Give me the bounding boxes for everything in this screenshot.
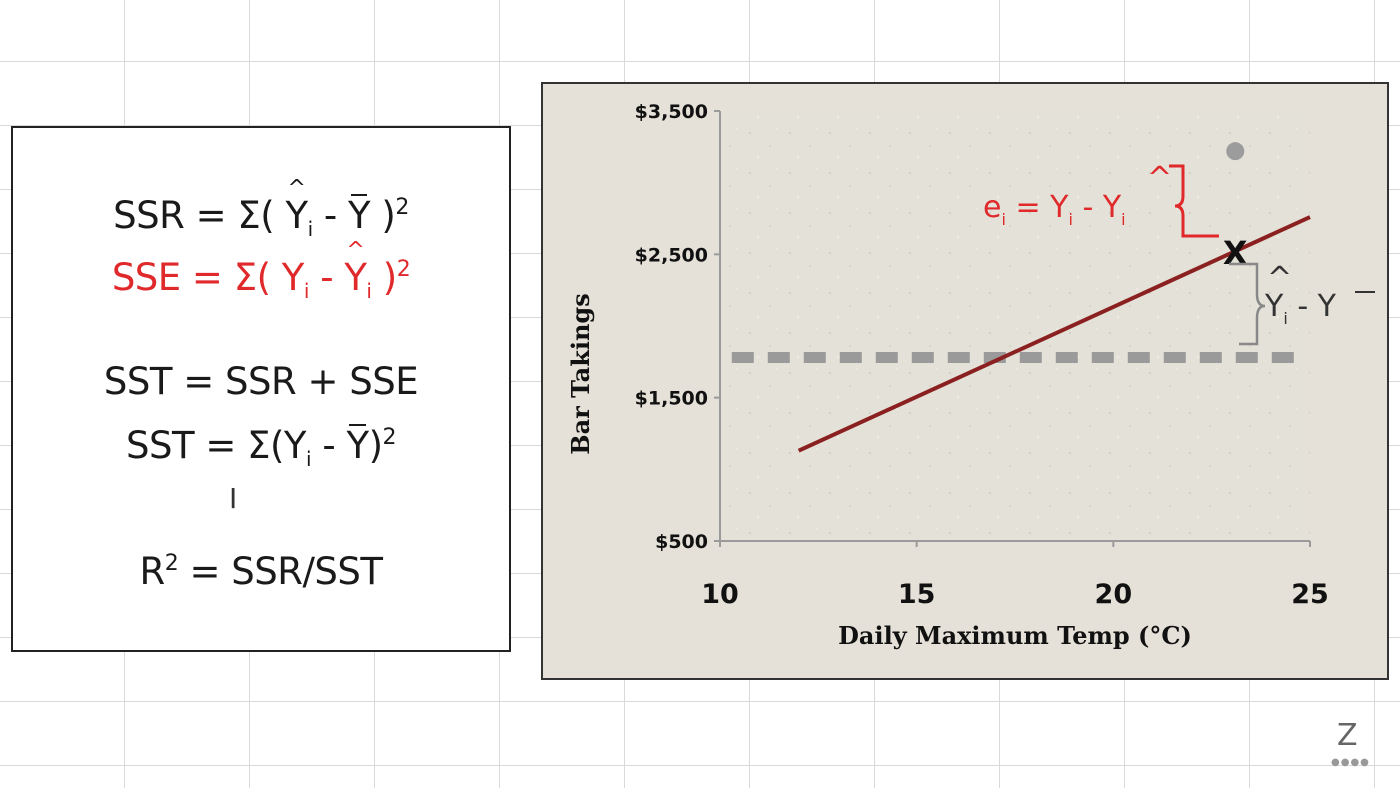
x-tick-label: 25: [1291, 579, 1329, 610]
residual-annotation: ei = Yi - Yi: [983, 190, 1126, 229]
plot-area: [720, 111, 1310, 539]
observed-point: [1226, 142, 1245, 161]
predicted-point-marker: X: [1223, 234, 1248, 272]
formula-panel: SSR = Σ( Yi - Y )2 SSE = Σ( Yi - Yi )2 S…: [11, 126, 511, 652]
text-cursor-icon: I: [229, 482, 238, 515]
r-squared-formula: R2 = SSR/SST: [139, 550, 383, 593]
logo-dots: ●●●●: [1331, 757, 1370, 768]
residual-hat-accent: ^: [1147, 161, 1172, 196]
explained-annotation: Yi - Y: [1264, 289, 1337, 328]
explained-brace: [1229, 262, 1266, 346]
residual-brace: [1169, 164, 1219, 238]
sse-formula: SSE = Σ( Yi - Yi )2: [13, 256, 509, 303]
x-tick-label: 10: [701, 579, 739, 610]
ssr-formula: SSR = Σ( Yi - Y )2: [13, 194, 509, 241]
x-axis-title: Daily Maximum Temp (°C): [838, 621, 1192, 650]
y-tick-label: $500: [655, 531, 708, 553]
y-tick-label: $3,500: [635, 101, 708, 123]
sst-formula: SST = Σ(Yi - Y)2: [125, 424, 396, 471]
explained-hat-accent: ^: [1267, 261, 1292, 296]
chart-frame: $500 $1,500 $2,500 $3,500 10 15 20 25 X ei = Y…: [541, 82, 1389, 680]
sst-sum-formula: SST = SSR + SSE: [103, 360, 419, 403]
regression-line: [797, 215, 1311, 453]
regression-chart: $500 $1,500 $2,500 $3,500 10 15 20 25 X ei = Y…: [566, 101, 1375, 650]
y-tick-label: $2,500: [635, 244, 708, 266]
y-tick-label: $1,500: [635, 388, 708, 410]
x-tick-label: 20: [1095, 579, 1133, 610]
y-axis-title: Bar Takings: [566, 293, 595, 454]
channel-logo: Z: [1337, 718, 1358, 753]
x-tick-label: 15: [898, 579, 936, 610]
